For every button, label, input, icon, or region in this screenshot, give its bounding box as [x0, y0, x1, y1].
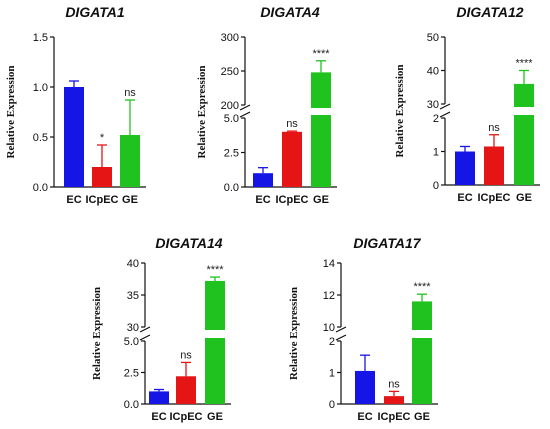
y-tick-label: 10 — [323, 322, 335, 334]
axis-break-mark — [439, 103, 451, 110]
y-tick-label: 2 — [329, 336, 335, 348]
significance-label: **** — [413, 281, 431, 293]
panel-title: DIGATA14 — [155, 235, 222, 251]
bar-break-gap — [513, 107, 535, 115]
significance-label: * — [100, 132, 105, 144]
y-tick-label: 1 — [433, 147, 439, 159]
y-tick-label: 250 — [221, 66, 239, 78]
y-tick-label: 5.0 — [124, 336, 139, 348]
y-tick-label: 1 — [329, 368, 335, 380]
x-tick-label: ICpEC — [378, 411, 411, 423]
x-tick-label: ICpEC — [170, 411, 203, 423]
panel-title: DIGATA1 — [65, 4, 125, 20]
significance-label: **** — [206, 264, 224, 276]
y-tick-label: 0 — [433, 180, 439, 192]
bar-icpec — [384, 396, 404, 404]
y-tick-label: 50 — [427, 32, 439, 44]
x-tick-label: EC — [255, 194, 270, 206]
bar-icpec — [484, 146, 504, 185]
significance-label: ns — [488, 122, 500, 134]
x-tick-label: GE — [207, 411, 223, 423]
y-axis-label: Relative Expression — [394, 65, 406, 158]
panel-title: DIGATA4 — [260, 4, 320, 20]
y-tick-label: 1.0 — [33, 82, 48, 94]
panel-digata12: DIGATA12 Relative Expression 0 1 2 30 40 50 EC ns… — [394, 4, 540, 204]
panel-digata14: DIGATA14 Relative Expression 0.0 2.5 5.0 30 35… — [91, 235, 231, 423]
x-tick-label: GE — [414, 411, 430, 423]
bar-ec — [64, 87, 84, 187]
y-tick-label: 1.5 — [33, 32, 48, 44]
bar-ge — [412, 301, 432, 404]
x-tick-label: GE — [516, 192, 532, 204]
axis-break-mark — [335, 326, 347, 333]
y-tick-label: 30 — [127, 322, 139, 334]
axis-break-mark — [439, 111, 451, 118]
y-tick-label: 5.0 — [224, 113, 239, 125]
bar-ge — [120, 135, 140, 187]
significance-label: ns — [286, 118, 298, 130]
y-tick-label: 0.0 — [33, 182, 48, 194]
significance-label: ns — [124, 87, 136, 99]
significance-label: **** — [515, 58, 533, 70]
x-tick-label: EC — [151, 411, 166, 423]
bar-ge — [311, 72, 331, 187]
y-tick-label: 0.0 — [124, 399, 139, 411]
y-tick-label: 2.5 — [124, 368, 139, 380]
y-tick-label: 300 — [221, 32, 239, 44]
bar-icpec — [92, 167, 112, 187]
y-axis-label: Relative Expression — [196, 66, 208, 159]
x-tick-label: EC — [66, 194, 81, 206]
panel-title: DIGATA17 — [353, 235, 421, 251]
panel-title: DIGATA12 — [456, 4, 523, 20]
x-tick-label: EC — [357, 411, 372, 423]
bar-break-gap — [310, 108, 332, 115]
x-tick-label: EC — [457, 192, 472, 204]
y-tick-label: 200 — [221, 100, 239, 112]
y-tick-label: 30 — [427, 99, 439, 111]
bar-icpec — [282, 131, 302, 187]
bar-ec — [253, 173, 273, 187]
y-axis-label: Relative Expression — [91, 287, 103, 380]
x-tick-label: GE — [122, 194, 138, 206]
bar-break-gap — [204, 330, 226, 338]
bar-ec — [455, 151, 475, 185]
significance-label: ns — [180, 349, 192, 361]
axis-break-mark — [139, 326, 151, 333]
y-tick-label: 12 — [323, 290, 335, 302]
axis-break-mark — [335, 334, 347, 341]
y-tick-label: 2 — [433, 113, 439, 125]
significance-label: ns — [388, 378, 400, 390]
y-axis-label: Relative Expression — [288, 287, 300, 380]
y-axis-label: Relative Expression — [5, 66, 17, 159]
bar-icpec — [176, 376, 196, 404]
x-tick-label: GE — [313, 194, 329, 206]
significance-label: **** — [312, 48, 330, 60]
bar-ge — [205, 280, 225, 404]
y-tick-label: 40 — [127, 258, 139, 270]
x-tick-label: ICpEC — [86, 194, 119, 206]
bar-ec — [149, 391, 169, 404]
y-tick-label: 0 — [329, 399, 335, 411]
y-tick-label: 0.0 — [224, 182, 239, 194]
x-tick-label: ICpEC — [276, 194, 309, 206]
bar-ge — [514, 83, 534, 185]
panel-digata1: DIGATA1 Relative Expression 0.0 0.5 1.0 1.5 EC… — [5, 4, 146, 206]
y-tick-label: 0.5 — [33, 132, 48, 144]
axis-break-mark — [239, 111, 251, 118]
axis-break-mark — [139, 334, 151, 341]
axis-break-mark — [239, 104, 251, 111]
y-tick-label: 2.5 — [224, 148, 239, 160]
y-tick-label: 14 — [323, 258, 335, 270]
bar-break-gap — [411, 330, 433, 338]
y-tick-label: 35 — [127, 290, 139, 302]
x-tick-label: ICpEC — [478, 192, 511, 204]
bar-ec — [355, 370, 375, 404]
y-tick-label: 40 — [427, 66, 439, 78]
